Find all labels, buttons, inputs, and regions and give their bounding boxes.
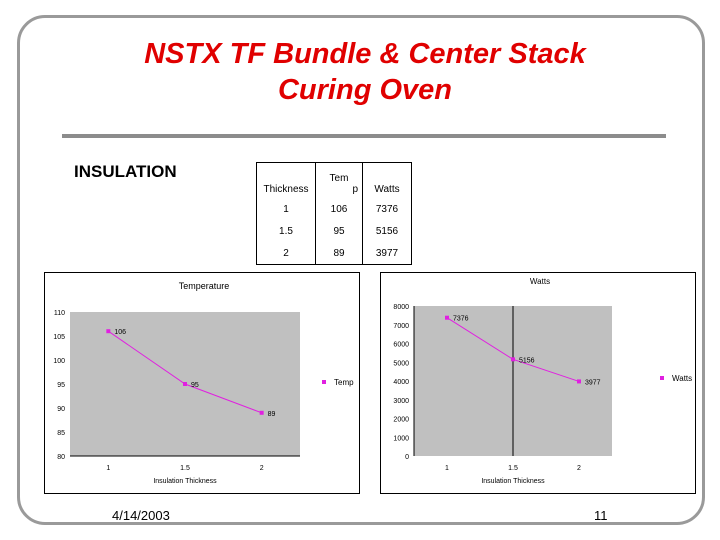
- table-header-temp-line1: Tem: [329, 173, 349, 184]
- chart-title: Watts: [530, 277, 550, 286]
- data-point: [577, 379, 581, 384]
- data-point: [445, 315, 449, 320]
- x-tick-label: 1: [106, 465, 110, 472]
- y-tick-label: 2000: [393, 417, 409, 424]
- y-tick-label: 4000: [393, 379, 409, 386]
- table-cell: 89: [315, 242, 363, 265]
- y-tick-label: 95: [57, 382, 65, 389]
- y-tick-label: 85: [57, 430, 65, 437]
- data-label: 5156: [519, 357, 535, 364]
- table-cell: 1: [256, 198, 316, 220]
- x-axis-label: Insulation Thickness: [153, 478, 217, 485]
- y-tick-label: 105: [53, 334, 65, 341]
- chart-svg: Temperature 110 105 100 95 90 85 80 1 1.5 2 Insulat…: [44, 272, 360, 494]
- y-tick-label: 5000: [393, 360, 409, 367]
- data-label: 89: [268, 411, 276, 418]
- chart-svg: Watts 8000 7000 6000 5000 4000 3000 2000 1000 0 1 1…: [380, 272, 696, 494]
- x-axis-label: Insulation Thickness: [481, 478, 545, 485]
- y-tick-label: 0: [405, 454, 409, 461]
- table-header-temp: Tem p: [315, 162, 363, 198]
- x-tick-label: 2: [260, 465, 264, 472]
- slide-title: NSTX TF Bundle & Center Stack Curing Ove…: [60, 36, 670, 108]
- table-header-thickness: Thickness: [256, 162, 316, 198]
- table-row: 1 106 7376: [256, 198, 412, 220]
- data-point: [511, 357, 515, 362]
- table-cell: 2: [256, 242, 316, 265]
- table-header-watts: Watts: [362, 162, 412, 198]
- y-tick-label: 3000: [393, 398, 409, 405]
- chart-title: Temperature: [179, 281, 230, 291]
- table-cell: 7376: [362, 198, 412, 220]
- x-tick-label: 2: [577, 465, 581, 472]
- table-header-temp-line2: p: [352, 184, 358, 195]
- table-header-row: Thickness Tem p Watts: [256, 162, 412, 198]
- data-label: 95: [191, 382, 199, 389]
- y-tick-label: 6000: [393, 342, 409, 349]
- table-cell: 3977: [362, 242, 412, 265]
- y-tick-label: 1000: [393, 435, 409, 442]
- data-point: [183, 382, 187, 386]
- data-point: [106, 329, 111, 334]
- data-label: 106: [114, 329, 126, 336]
- table-cell: 5156: [362, 220, 412, 242]
- slide-date: 4/14/2003: [112, 508, 170, 523]
- y-tick-label: 90: [57, 406, 65, 413]
- table-cell: 1.5: [256, 220, 316, 242]
- x-tick-label: 1.5: [180, 465, 190, 472]
- table-cell: 106: [315, 198, 363, 220]
- title-line-2: Curing Oven: [277, 74, 452, 106]
- y-tick-label: 100: [53, 358, 65, 365]
- legend-label: Watts: [672, 374, 692, 383]
- temperature-chart: Temperature 110 105 100 95 90 85 80 1 1.5 2 Insulat…: [44, 272, 360, 494]
- table-row: 2 89 3977: [256, 242, 412, 265]
- table-row: 1.5 95 5156: [256, 220, 412, 242]
- title-divider: [62, 134, 666, 138]
- title-line-1: NSTX TF Bundle & Center Stack: [144, 38, 586, 70]
- data-table: Thickness Tem p Watts 1 106 7376 1.5 95 …: [256, 162, 412, 265]
- slide-number: 11: [594, 508, 608, 523]
- y-tick-label: 7000: [393, 323, 409, 330]
- data-label: 7376: [453, 316, 469, 323]
- section-label: INSULATION: [74, 162, 177, 181]
- legend-label: Temp: [334, 378, 354, 387]
- x-tick-label: 1.5: [508, 465, 518, 472]
- data-point: [259, 410, 264, 415]
- y-tick-label: 80: [57, 454, 65, 461]
- y-tick-label: 110: [54, 310, 65, 317]
- data-label: 3977: [585, 379, 601, 386]
- legend-marker: [322, 380, 326, 384]
- x-tick-label: 1: [445, 465, 449, 472]
- watts-chart: Watts 8000 7000 6000 5000 4000 3000 2000 1000 0 1 1…: [380, 272, 696, 494]
- y-tick-label: 8000: [393, 304, 409, 311]
- legend-marker: [660, 376, 664, 380]
- table-cell: 95: [315, 220, 363, 242]
- slide-frame: [17, 15, 705, 525]
